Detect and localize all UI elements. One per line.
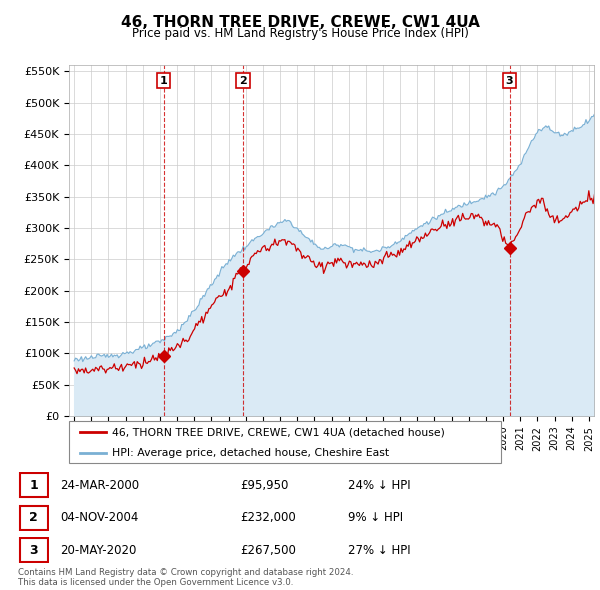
Text: HPI: Average price, detached house, Cheshire East: HPI: Average price, detached house, Ches… <box>112 448 389 457</box>
Text: 9% ↓ HPI: 9% ↓ HPI <box>348 511 403 525</box>
Text: 27% ↓ HPI: 27% ↓ HPI <box>348 543 410 557</box>
Text: 24-MAR-2000: 24-MAR-2000 <box>60 478 139 492</box>
Text: Price paid vs. HM Land Registry's House Price Index (HPI): Price paid vs. HM Land Registry's House … <box>131 27 469 40</box>
FancyBboxPatch shape <box>20 473 47 497</box>
Text: 3: 3 <box>506 76 514 86</box>
Text: 46, THORN TREE DRIVE, CREWE, CW1 4UA (detached house): 46, THORN TREE DRIVE, CREWE, CW1 4UA (de… <box>112 427 445 437</box>
FancyBboxPatch shape <box>69 421 501 463</box>
Text: £267,500: £267,500 <box>240 543 296 557</box>
Text: Contains HM Land Registry data © Crown copyright and database right 2024.
This d: Contains HM Land Registry data © Crown c… <box>18 568 353 587</box>
Text: 1: 1 <box>160 76 167 86</box>
Text: 1: 1 <box>29 478 38 492</box>
Text: £232,000: £232,000 <box>240 511 296 525</box>
Text: 3: 3 <box>29 543 38 557</box>
Text: 2: 2 <box>239 76 247 86</box>
Text: 04-NOV-2004: 04-NOV-2004 <box>60 511 139 525</box>
Text: 20-MAY-2020: 20-MAY-2020 <box>60 543 136 557</box>
FancyBboxPatch shape <box>20 506 47 530</box>
FancyBboxPatch shape <box>20 538 47 562</box>
Text: 24% ↓ HPI: 24% ↓ HPI <box>348 478 410 492</box>
Text: £95,950: £95,950 <box>240 478 289 492</box>
Text: 2: 2 <box>29 511 38 525</box>
Text: 46, THORN TREE DRIVE, CREWE, CW1 4UA: 46, THORN TREE DRIVE, CREWE, CW1 4UA <box>121 15 479 30</box>
